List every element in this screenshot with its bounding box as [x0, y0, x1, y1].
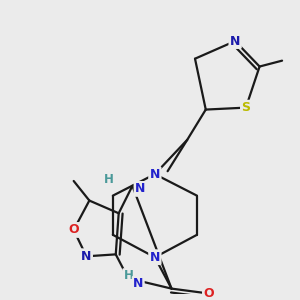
Text: H: H: [124, 269, 134, 282]
Text: N: N: [230, 34, 240, 48]
Text: N: N: [135, 182, 146, 195]
Text: N: N: [135, 182, 146, 195]
Text: H: H: [104, 172, 114, 185]
Text: N: N: [150, 251, 160, 264]
Text: N: N: [81, 250, 92, 263]
Text: N: N: [150, 168, 160, 181]
Text: O: O: [203, 287, 214, 300]
Text: S: S: [242, 101, 250, 114]
Text: S: S: [242, 101, 250, 114]
Text: N: N: [81, 250, 92, 263]
Text: O: O: [68, 224, 79, 236]
Text: O: O: [68, 224, 79, 236]
Text: N: N: [230, 34, 240, 48]
Text: N: N: [150, 168, 160, 181]
Text: O: O: [203, 287, 214, 300]
Text: N: N: [150, 251, 160, 264]
Text: H: H: [104, 172, 114, 185]
Text: N: N: [133, 277, 143, 290]
